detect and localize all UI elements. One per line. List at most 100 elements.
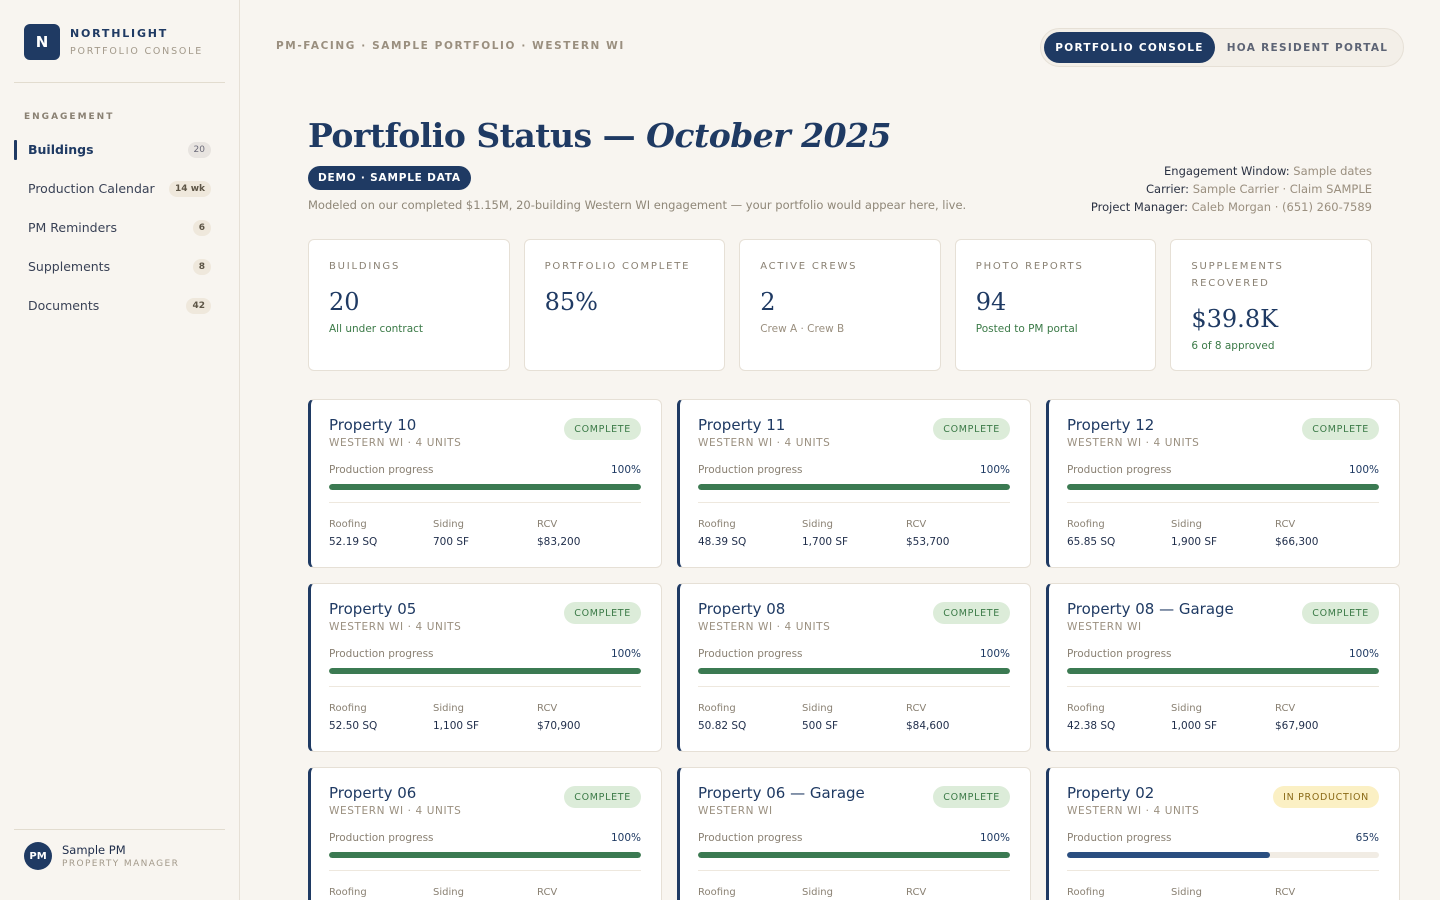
sidebar-item-pm-reminders[interactable]: PM Reminders 6 — [14, 214, 211, 253]
stat-note: Posted to PM portal — [975, 323, 1078, 335]
progress-label: Production progress — [329, 832, 434, 844]
progress-fill — [329, 484, 641, 490]
stat-card-photo-reports: PHOTO REPORTS 94 Posted to PM portal — [954, 239, 1157, 371]
portfolio-console-tab[interactable]: PORTFOLIO CONSOLE — [1044, 32, 1215, 63]
stat-key: Siding — [802, 887, 833, 898]
property-name: Property 11 — [698, 416, 786, 434]
roofing-stat: Roofing 65.85 SQ — [1067, 519, 1171, 548]
nav-heading: ENGAGEMENT — [24, 112, 115, 122]
view-toggle: PORTFOLIO CONSOLE HOA RESIDENT PORTAL — [1040, 28, 1404, 67]
engagement-meta: Engagement Window: Sample dates Carrier:… — [1091, 162, 1372, 216]
stat-value: 1,100 SF — [433, 720, 480, 732]
stat-value: $39.8K — [1191, 305, 1279, 333]
progress-bar — [329, 668, 641, 674]
stat-key: Roofing — [1067, 887, 1105, 898]
property-grid: Property 10 WESTERN WI · 4 UNITS COMPLET… — [308, 399, 1400, 900]
roofing-stat: Roofing — [329, 887, 433, 900]
property-card[interactable]: Property 10 WESTERN WI · 4 UNITS COMPLET… — [308, 399, 662, 568]
progress-label: Production progress — [329, 464, 434, 476]
siding-stat: Siding 500 SF — [802, 703, 906, 732]
property-stats: Roofing Siding RCV — [698, 887, 1010, 900]
stat-value: 2 — [760, 288, 776, 316]
hoa-resident-portal-tab[interactable]: HOA RESIDENT PORTAL — [1226, 41, 1389, 54]
rcv-stat: RCV — [1275, 887, 1379, 900]
page-subtitle: Modeled on our completed $1.15M, 20-buil… — [308, 198, 967, 212]
card-divider — [1067, 870, 1379, 871]
meta-label: Engagement Window: — [1164, 164, 1290, 178]
progress-value: 65% — [1355, 832, 1379, 844]
progress-row: Production progress 65% — [1067, 832, 1379, 844]
property-meta: WESTERN WI · 4 UNITS — [329, 437, 462, 449]
siding-stat: Siding 1,000 SF — [1171, 703, 1275, 732]
siding-stat: Siding 1,700 SF — [802, 519, 906, 548]
stat-key: Roofing — [698, 519, 736, 530]
sidebar-footer-divider — [14, 829, 225, 830]
stat-card-portfolio-complete: PORTFOLIO COMPLETE 85% — [523, 239, 726, 371]
property-card[interactable]: Property 08 — Garage WESTERN WI COMPLETE… — [1046, 583, 1400, 752]
stat-label: SUPPLEMENTS RECOVERED — [1191, 261, 1284, 289]
progress-label: Production progress — [698, 832, 803, 844]
property-meta: WESTERN WI · 4 UNITS — [329, 621, 462, 633]
progress-bar — [329, 484, 641, 490]
sidebar-item-production-calendar[interactable]: Production Calendar 14 wk — [14, 175, 211, 214]
card-divider — [1067, 502, 1379, 503]
card-divider — [698, 686, 1010, 687]
property-card[interactable]: Property 05 WESTERN WI · 4 UNITS COMPLET… — [308, 583, 662, 752]
stat-key: Roofing — [1067, 519, 1105, 530]
brand[interactable]: N NORTHLIGHT PORTFOLIO CONSOLE — [24, 24, 203, 60]
property-stats: Roofing 48.39 SQ Siding 1,700 SF RCV $53… — [698, 519, 1010, 548]
breadcrumb: PM-FACING · SAMPLE PORTFOLIO · WESTERN W… — [276, 40, 625, 52]
stat-value: 85% — [544, 288, 598, 316]
progress-bar — [329, 852, 641, 858]
sidebar-item-supplements[interactable]: Supplements 8 — [14, 253, 211, 292]
brand-subtitle: PORTFOLIO CONSOLE — [70, 46, 204, 57]
stat-key: RCV — [537, 703, 558, 714]
page-title-main: Portfolio Status — — [308, 116, 647, 155]
progress-fill — [1067, 668, 1379, 674]
stat-value: 1,700 SF — [802, 536, 849, 548]
user-profile[interactable]: PM Sample PM PROPERTY MANAGER — [24, 842, 179, 870]
meta-engagement-window: Engagement Window: Sample dates — [1091, 162, 1372, 180]
stat-value: 52.19 SQ — [329, 536, 378, 548]
sidebar: N NORTHLIGHT PORTFOLIO CONSOLE ENGAGEMEN… — [0, 0, 240, 900]
property-stats: Roofing 42.38 SQ Siding 1,000 SF RCV $67… — [1067, 703, 1379, 732]
property-meta: WESTERN WI · 4 UNITS — [698, 621, 831, 633]
stat-key: Siding — [433, 519, 464, 530]
roofing-stat: Roofing — [1067, 887, 1171, 900]
stat-value: 50.82 SQ — [698, 720, 747, 732]
stat-label: ACTIVE CREWS — [760, 261, 858, 272]
sidebar-item-documents[interactable]: Documents 42 — [14, 292, 211, 331]
stat-label: PHOTO REPORTS — [975, 261, 1084, 272]
property-card[interactable]: Property 12 WESTERN WI · 4 UNITS COMPLET… — [1046, 399, 1400, 568]
stat-key: RCV — [906, 703, 927, 714]
status-badge: COMPLETE — [1302, 602, 1379, 624]
property-card[interactable]: Property 11 WESTERN WI · 4 UNITS COMPLET… — [677, 399, 1031, 568]
meta-label: Carrier: — [1146, 182, 1190, 196]
card-divider — [329, 870, 641, 871]
stat-key: Roofing — [1067, 703, 1105, 714]
meta-label: Project Manager: — [1090, 200, 1188, 214]
stat-key: Roofing — [329, 703, 367, 714]
count-badge: 20 — [187, 142, 211, 158]
progress-row: Production progress 100% — [698, 648, 1010, 660]
stat-value: $70,900 — [537, 720, 581, 732]
stat-key: Siding — [1171, 887, 1202, 898]
property-card[interactable]: Property 02 WESTERN WI · 4 UNITS IN PROD… — [1046, 767, 1400, 900]
progress-value: 100% — [979, 832, 1010, 844]
progress-label: Production progress — [1067, 464, 1172, 476]
property-card[interactable]: Property 06 — Garage WESTERN WI COMPLETE… — [677, 767, 1031, 900]
property-stats: Roofing 52.50 SQ Siding 1,100 SF RCV $70… — [329, 703, 641, 732]
stat-key: RCV — [537, 887, 558, 898]
stat-value: 65.85 SQ — [1067, 536, 1116, 548]
property-card[interactable]: Property 08 WESTERN WI · 4 UNITS COMPLET… — [677, 583, 1031, 752]
roofing-stat: Roofing 42.38 SQ — [1067, 703, 1171, 732]
brand-logo: N — [24, 24, 60, 60]
stat-key: RCV — [1275, 519, 1296, 530]
property-card[interactable]: Property 06 WESTERN WI · 4 UNITS COMPLET… — [308, 767, 662, 900]
stat-value: 1,900 SF — [1171, 536, 1218, 548]
property-meta: WESTERN WI — [698, 805, 773, 817]
status-badge: COMPLETE — [564, 418, 641, 440]
sidebar-divider — [14, 82, 225, 83]
sidebar-item-buildings[interactable]: Buildings 20 — [14, 136, 211, 175]
sidebar-item-label: Supplements — [28, 259, 111, 274]
